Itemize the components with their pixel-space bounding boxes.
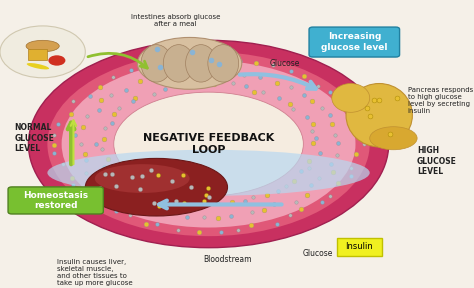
- Ellipse shape: [47, 150, 370, 196]
- Text: Insulin causes liver,
skeletal muscle,
and other tissues to
take up more glucose: Insulin causes liver, skeletal muscle, a…: [57, 259, 133, 286]
- Text: Glucose: Glucose: [302, 249, 333, 258]
- Text: Increasing
glucose level: Increasing glucose level: [321, 32, 388, 52]
- Text: HIGH
GLUCOSE
LEVEL: HIGH GLUCOSE LEVEL: [417, 146, 457, 176]
- Ellipse shape: [62, 60, 356, 228]
- Ellipse shape: [26, 40, 59, 52]
- Bar: [28, 49, 47, 60]
- Ellipse shape: [137, 37, 242, 89]
- Text: Intestines absorb glucose
after a meal: Intestines absorb glucose after a meal: [131, 14, 220, 27]
- Ellipse shape: [163, 45, 194, 82]
- Circle shape: [48, 55, 65, 66]
- Ellipse shape: [28, 40, 389, 248]
- Text: Insulin: Insulin: [345, 242, 373, 251]
- Text: NEGATIVE FEEDBACK
LOOP: NEGATIVE FEEDBACK LOOP: [143, 133, 274, 155]
- Text: Pancreas responds
to high glucose
level by secreting
insulin: Pancreas responds to high glucose level …: [408, 87, 473, 114]
- Text: NORMAL
GLUCOSE
LEVEL: NORMAL GLUCOSE LEVEL: [14, 123, 54, 153]
- Ellipse shape: [95, 164, 190, 193]
- Ellipse shape: [186, 45, 216, 82]
- Ellipse shape: [346, 84, 412, 147]
- Ellipse shape: [332, 84, 370, 112]
- Text: Homeostasis
restored: Homeostasis restored: [23, 191, 88, 210]
- FancyBboxPatch shape: [8, 187, 103, 214]
- Ellipse shape: [141, 45, 172, 82]
- Ellipse shape: [47, 52, 370, 236]
- FancyBboxPatch shape: [337, 238, 382, 256]
- Ellipse shape: [27, 63, 49, 69]
- FancyBboxPatch shape: [309, 27, 400, 57]
- Ellipse shape: [208, 45, 238, 82]
- Ellipse shape: [370, 127, 417, 150]
- Text: Glucose: Glucose: [269, 59, 300, 68]
- Text: Bloodstream: Bloodstream: [203, 255, 252, 264]
- Ellipse shape: [114, 92, 303, 196]
- Ellipse shape: [85, 158, 228, 216]
- Circle shape: [0, 26, 85, 78]
